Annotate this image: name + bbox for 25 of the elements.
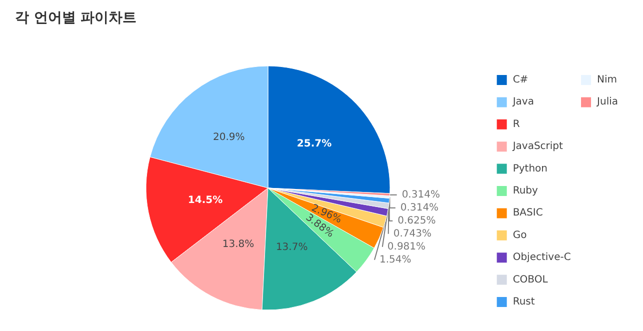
data-label: 0.743%: [393, 228, 432, 240]
legend-label: Python: [512, 163, 548, 174]
legend-label: Nim: [597, 74, 618, 86]
legend-label: R: [512, 118, 520, 130]
data-label: 13.7%: [276, 242, 308, 253]
legend-label: Julia: [596, 96, 618, 108]
legend-label: Java: [512, 96, 534, 108]
legend-label: Go: [512, 230, 527, 241]
data-label: 20.9%: [213, 132, 245, 143]
chart-title: 각 언어별 파이차트: [15, 10, 137, 26]
data-label: 0.314%: [402, 189, 440, 200]
legend-label: COBOL: [512, 274, 548, 286]
data-label: 14.5%: [188, 195, 223, 206]
legend-label: C#: [512, 74, 528, 86]
legend-label: Rust: [512, 296, 535, 308]
data-label: 25.7%: [296, 138, 332, 150]
legend-label: Objective-C: [512, 252, 571, 264]
data-label: 0.314%: [400, 202, 439, 214]
legend-label: JavaScript: [512, 141, 564, 152]
data-label: 0.625%: [398, 215, 436, 226]
legend-label: BASIC: [512, 208, 543, 219]
data-label: 1.54%: [379, 254, 412, 266]
data-label: 13.8%: [222, 239, 254, 250]
data-label: 0.981%: [387, 241, 426, 252]
legend-label: Ruby: [512, 186, 538, 196]
